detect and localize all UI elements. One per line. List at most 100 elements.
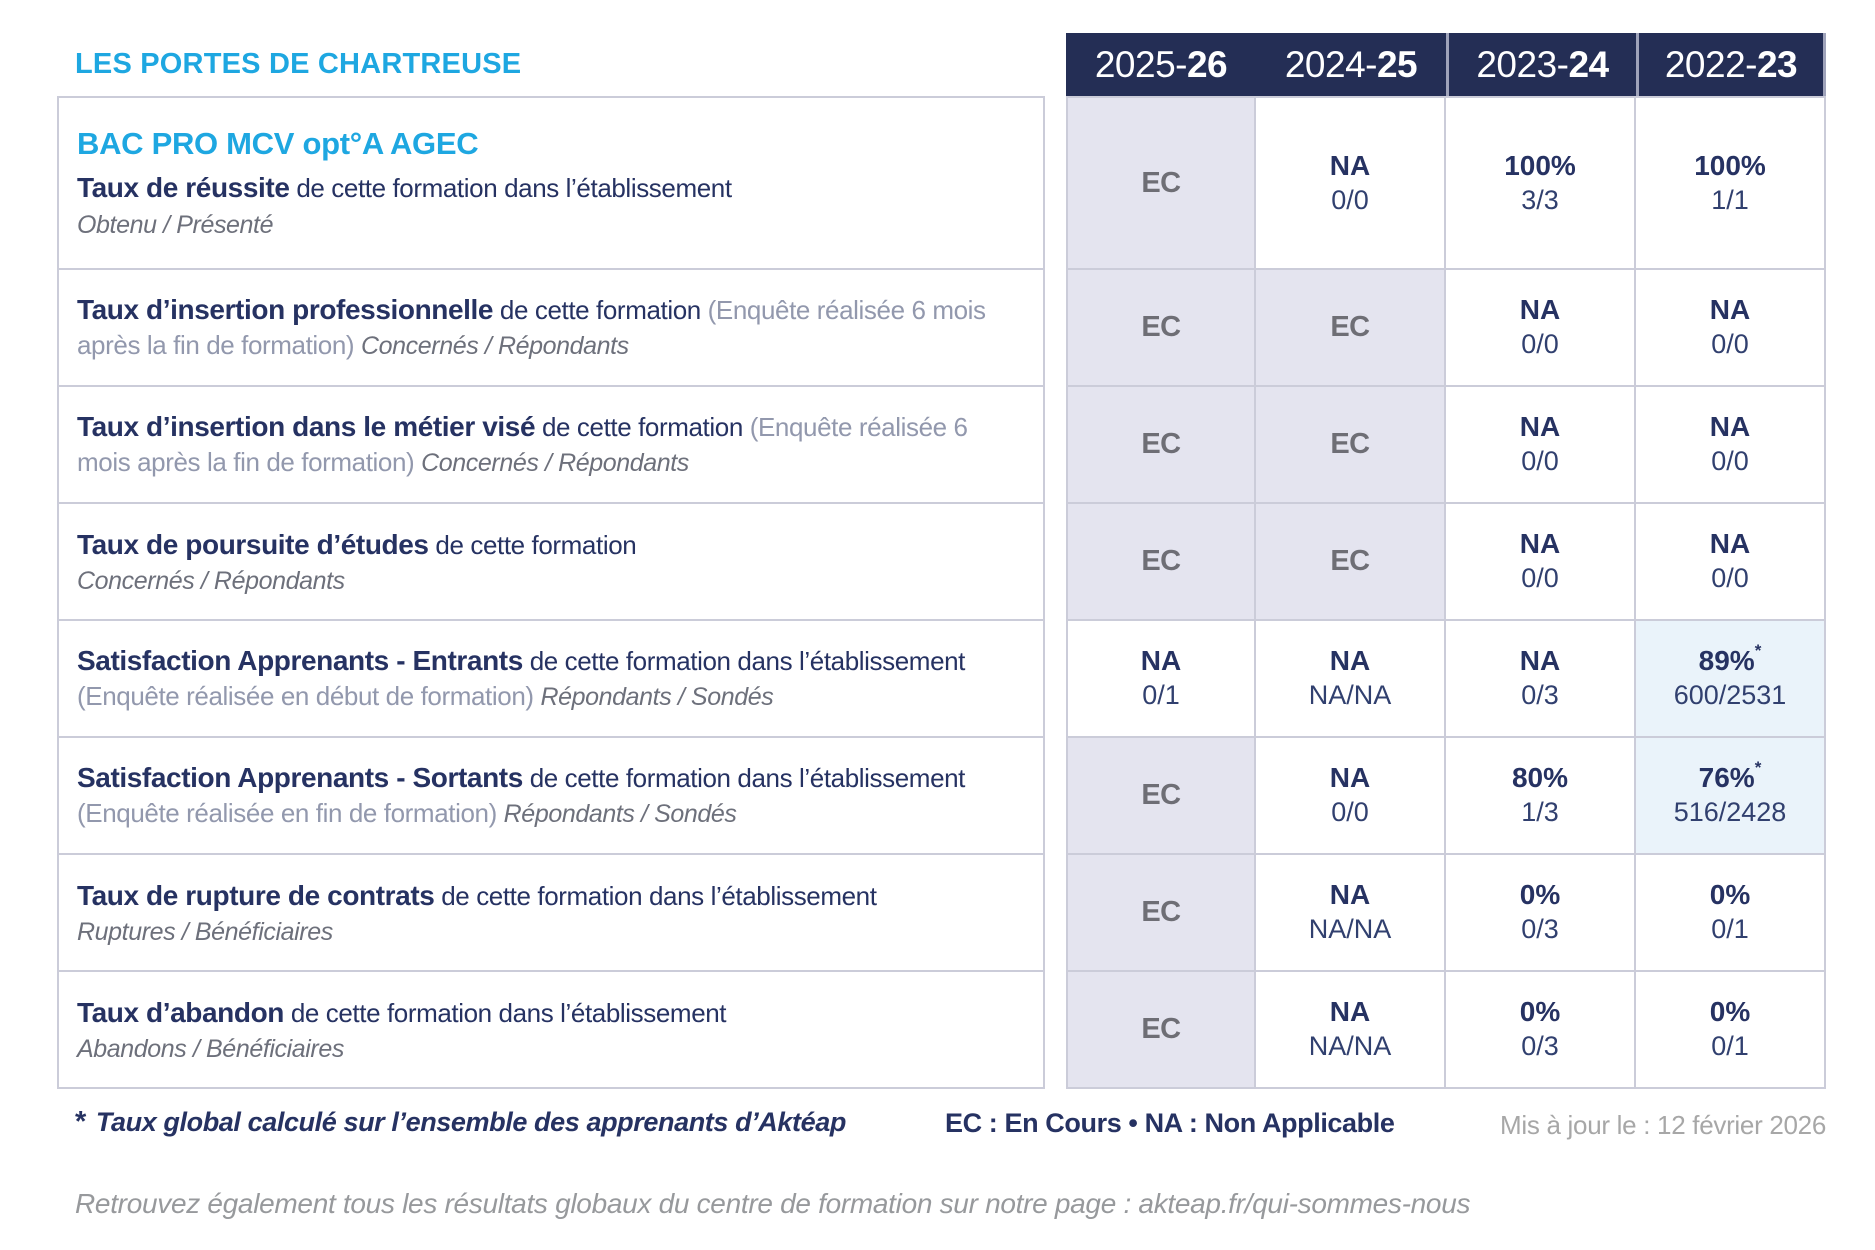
- column-gutter: [1045, 621, 1066, 738]
- footnote-star: *: [75, 1106, 86, 1138]
- metric-title: Taux d’insertion dans le métier visé: [77, 410, 536, 442]
- value-cell: EC: [1066, 387, 1256, 504]
- value-cell: 100% 1/1: [1636, 96, 1826, 270]
- metric-subtitle: Concernés / Répondants: [421, 449, 689, 478]
- cell-value: NA: [1329, 762, 1371, 794]
- bottom-note-text: Retrouvez également tous les résultats g…: [75, 1188, 1139, 1219]
- value-cell: EC: [1066, 855, 1256, 972]
- cell-value: NA: [1329, 996, 1371, 1028]
- cell-fraction: 0/3: [1521, 914, 1559, 945]
- year-prefix: 2022-: [1664, 43, 1758, 85]
- cell-fraction: 0/3: [1521, 680, 1559, 711]
- column-gutter: [1045, 855, 1066, 972]
- cell-value: 76%*: [1698, 758, 1762, 794]
- cell-fraction: 0/0: [1331, 797, 1369, 828]
- year-column-header: 2023- 24: [1446, 33, 1636, 96]
- metric-title: Taux de poursuite d’études: [77, 528, 429, 560]
- value-cell: NA 0/0: [1636, 270, 1826, 387]
- value-cell: NA 0/3: [1446, 621, 1636, 738]
- cell-fraction: 0/3: [1521, 1031, 1559, 1062]
- cell-value: NA: [1519, 528, 1561, 560]
- value-cell: NA NA/NA: [1256, 855, 1446, 972]
- year-column-header: 2022- 23: [1636, 33, 1826, 96]
- metric-desc: de cette formation dans l’établissement: [289, 173, 732, 204]
- footnote-text: Taux global calculé sur l’ensemble des a…: [95, 1107, 846, 1137]
- value-cell: NA 0/0: [1446, 387, 1636, 504]
- value-cell: NA 0/0: [1636, 504, 1826, 621]
- row-label-text: Satisfaction Apprenants - Sortants de ce…: [77, 760, 999, 832]
- year-prefix: 2024-: [1284, 43, 1378, 85]
- year-bold: 24: [1568, 43, 1609, 85]
- value-cell: EC: [1256, 270, 1446, 387]
- row-label: Satisfaction Apprenants - Entrants de ce…: [57, 621, 1045, 738]
- table-row: Taux d’insertion dans le métier visé de …: [57, 387, 1826, 504]
- row-label: BAC PRO MCV opt°A AGEC Taux de réussite d…: [57, 96, 1045, 270]
- metric-subtitle: Abandons / Bénéficiaires: [77, 1035, 344, 1064]
- cell-fraction: 0/0: [1711, 446, 1749, 477]
- metric-desc: de cette formation dans l’établissement: [284, 997, 727, 1028]
- cell-fraction: 516/2428: [1673, 797, 1787, 828]
- cell-fraction: 0/0: [1521, 329, 1559, 360]
- cell-value: 0%: [1519, 996, 1561, 1028]
- cell-fraction: 0/0: [1521, 446, 1559, 477]
- program-title: BAC PRO MCV opt°A AGEC: [77, 126, 479, 162]
- year-prefix: 2025-: [1094, 43, 1188, 85]
- table-row: Taux d’abandon de cette formation dans l…: [57, 972, 1826, 1089]
- cell-value: 0%: [1519, 879, 1561, 911]
- status-ec: EC: [1141, 896, 1181, 928]
- value-cell: NA 0/0: [1256, 738, 1446, 855]
- value-cell: NA 0/1: [1066, 621, 1256, 738]
- last-updated: Mis à jour le : 12 février 2026: [1500, 1110, 1826, 1140]
- year-bold: 25: [1376, 43, 1418, 85]
- status-ec: EC: [1141, 311, 1181, 343]
- column-gutter: [1045, 738, 1066, 855]
- cell-value: 100%: [1504, 149, 1576, 181]
- cell-fraction: 1/3: [1521, 797, 1559, 828]
- cell-value: NA: [1140, 645, 1182, 677]
- table-row: Taux de rupture de contrats de cette for…: [57, 855, 1826, 972]
- cell-fraction: 0/1: [1142, 680, 1180, 711]
- metric-desc: de cette formation dans l’établissement: [434, 880, 877, 911]
- year-column-header: 2024- 25: [1256, 33, 1446, 96]
- table-row: BAC PRO MCV opt°A AGEC Taux de réussite d…: [57, 96, 1826, 270]
- metric-title: Taux d’insertion professionnelle: [77, 293, 494, 325]
- value-cell: 89%* 600/2531: [1636, 621, 1826, 738]
- status-ec: EC: [1141, 1013, 1181, 1045]
- cell-fraction: 0/1: [1711, 1031, 1749, 1062]
- metric-subtitle: Répondants / Sondés: [540, 683, 774, 712]
- column-gutter: [1045, 270, 1066, 387]
- value-cell: 76%* 516/2428: [1636, 738, 1826, 855]
- metric-desc: de cette formation dans l’établissement: [522, 762, 966, 793]
- value-cell: EC: [1066, 270, 1256, 387]
- cell-value: NA: [1519, 294, 1561, 326]
- value-cell: EC: [1066, 972, 1256, 1089]
- cell-fraction: 3/3: [1521, 184, 1559, 215]
- value-cell: 0% 0/1: [1636, 855, 1826, 972]
- table-row: Taux de poursuite d’études de cette form…: [57, 504, 1826, 621]
- value-cell: EC: [1066, 504, 1256, 621]
- row-label-text: Taux de rupture de contrats de cette for…: [77, 878, 999, 915]
- year-bold: 23: [1756, 43, 1798, 85]
- status-ec: EC: [1141, 166, 1181, 199]
- row-label: Taux de poursuite d’études de cette form…: [57, 504, 1045, 621]
- value-cell: EC: [1256, 387, 1446, 504]
- table-body: BAC PRO MCV opt°A AGEC Taux de réussite d…: [57, 96, 1826, 1089]
- metric-subtitle: Obtenu / Présenté: [77, 210, 274, 239]
- cell-value: NA: [1329, 149, 1371, 181]
- metric-title: Satisfaction Apprenants - Sortants: [77, 761, 523, 793]
- status-ec: EC: [1141, 779, 1181, 811]
- cell-value: NA: [1709, 294, 1751, 326]
- cell-fraction: 600/2531: [1673, 680, 1787, 711]
- website-link[interactable]: akteap.fr/qui-sommes-nous: [1138, 1188, 1471, 1219]
- metric-paren: (Enquête réalisée en début de formation): [77, 681, 541, 712]
- row-label: Taux d’abandon de cette formation dans l…: [57, 972, 1045, 1089]
- year-column-header: 2025- 26: [1066, 33, 1256, 96]
- cell-value: 0%: [1709, 996, 1751, 1028]
- row-label: Satisfaction Apprenants - Sortants de ce…: [57, 738, 1045, 855]
- metric-title: Taux de réussite: [77, 172, 290, 204]
- cell-value: NA: [1329, 879, 1371, 911]
- year-header-row: 2025- 26 2024- 25 2023- 24 2022- 23: [1066, 33, 1826, 96]
- status-ec: EC: [1330, 311, 1370, 343]
- value-cell: EC: [1256, 504, 1446, 621]
- metric-subtitle: Concernés / Répondants: [361, 332, 629, 361]
